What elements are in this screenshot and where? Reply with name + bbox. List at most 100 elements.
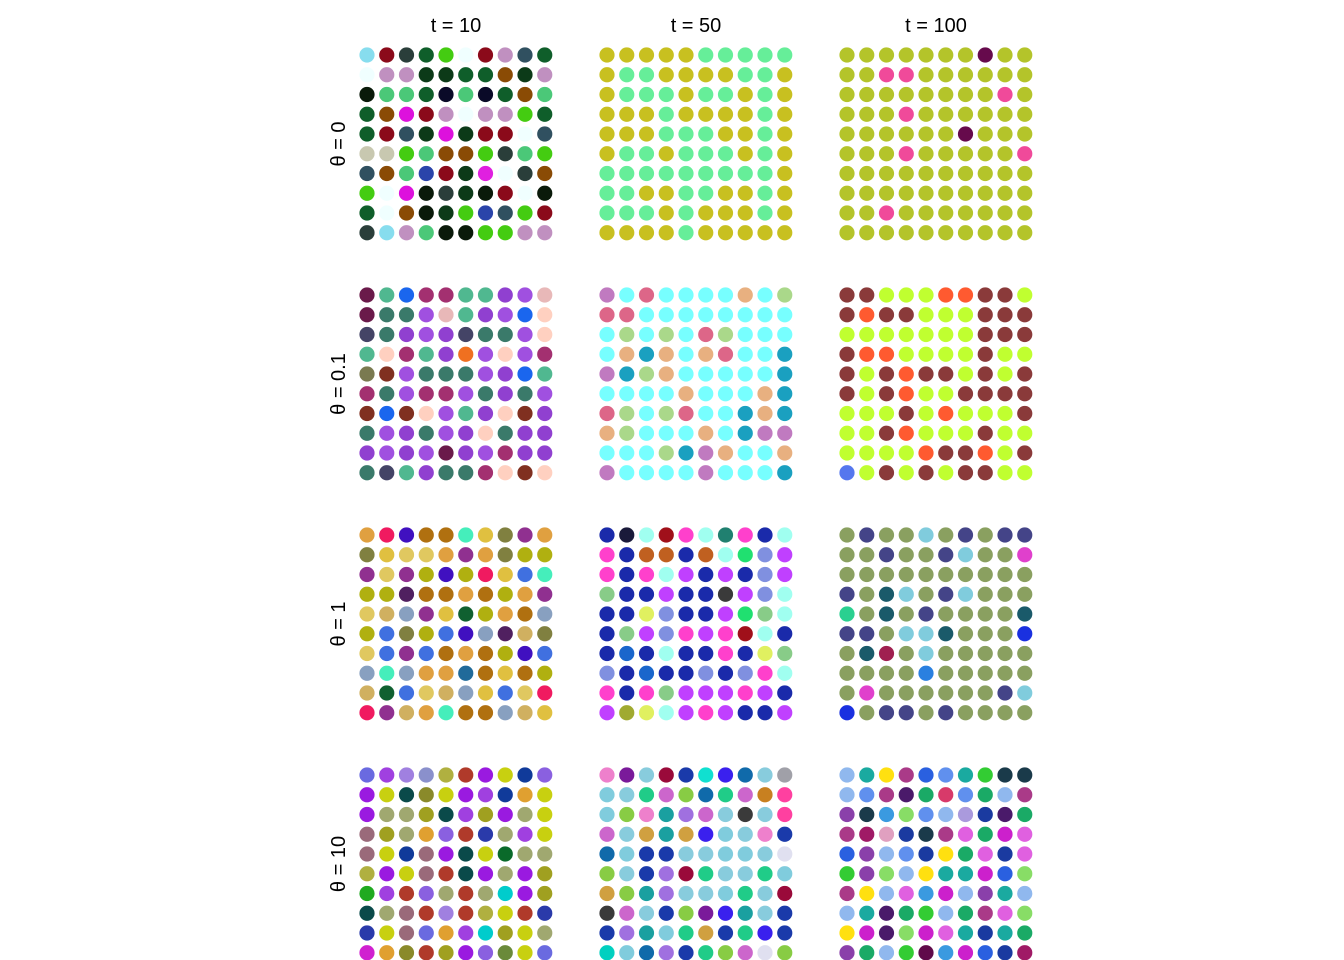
- dot: [717, 346, 734, 362]
- dot: [398, 165, 415, 182]
- dot: [398, 527, 415, 543]
- dot: [418, 606, 434, 622]
- dot: [438, 67, 454, 83]
- dot: [438, 826, 454, 842]
- dot: [517, 287, 533, 303]
- dot: [757, 366, 773, 382]
- dot: [878, 705, 895, 721]
- dot: [977, 846, 993, 862]
- dot: [737, 405, 753, 422]
- dot: [757, 346, 773, 362]
- dot: [737, 287, 753, 303]
- dot: [757, 386, 773, 402]
- dot: [619, 925, 635, 941]
- dot: [997, 767, 1013, 783]
- dot: [977, 47, 993, 63]
- dot: [918, 185, 934, 201]
- dot: [599, 586, 615, 602]
- dot: [379, 925, 395, 941]
- dot: [737, 386, 753, 402]
- dot: [698, 106, 714, 122]
- dot: [398, 945, 415, 960]
- dot: [599, 685, 615, 701]
- dot: [898, 685, 914, 701]
- dot: [757, 425, 773, 441]
- dot: [859, 826, 875, 842]
- dot: [619, 165, 635, 182]
- dot: [898, 106, 914, 122]
- dot: [997, 326, 1013, 343]
- dot: [497, 806, 513, 823]
- dot: [878, 67, 895, 83]
- dot: [537, 945, 553, 960]
- dot: [638, 806, 655, 823]
- dot: [839, 225, 855, 241]
- dot: [418, 586, 434, 602]
- dot: [438, 165, 454, 182]
- dot: [477, 885, 494, 902]
- dot: [698, 205, 714, 221]
- dot: [638, 866, 655, 882]
- dot: [698, 405, 714, 422]
- dot: [898, 146, 914, 162]
- dot: [918, 165, 934, 182]
- dot: [379, 665, 395, 681]
- dot: [537, 165, 553, 182]
- dot: [599, 547, 615, 563]
- dot: [878, 767, 895, 783]
- dot: [619, 205, 635, 221]
- dot: [1017, 287, 1033, 303]
- dot: [938, 846, 954, 862]
- dot: [737, 806, 753, 823]
- dot: [359, 705, 375, 721]
- dot: [997, 787, 1013, 803]
- dot: [477, 645, 494, 662]
- dot: [678, 925, 694, 941]
- dot: [878, 645, 895, 662]
- dot: [497, 185, 513, 201]
- dot: [839, 126, 855, 142]
- dot: [678, 225, 694, 241]
- dot: [537, 205, 553, 221]
- dot: [698, 86, 714, 103]
- dot: [517, 465, 533, 481]
- dot: [599, 225, 615, 241]
- dot: [957, 885, 974, 902]
- dot: [678, 885, 694, 902]
- dot: [898, 846, 914, 862]
- dot: [418, 106, 434, 122]
- dot: [997, 47, 1013, 63]
- dot: [537, 287, 553, 303]
- dot: [477, 225, 494, 241]
- dot: [997, 905, 1013, 921]
- dot: [777, 606, 793, 622]
- dot: [859, 346, 875, 362]
- dot: [698, 885, 714, 902]
- dot: [438, 346, 454, 362]
- dot: [599, 346, 615, 362]
- dot: [878, 346, 895, 362]
- dot: [878, 527, 895, 543]
- dot: [859, 205, 875, 221]
- dot: [997, 606, 1013, 622]
- dot: [977, 866, 993, 882]
- dot: [658, 645, 674, 662]
- dot: [1017, 47, 1033, 63]
- dot: [678, 445, 694, 461]
- dot: [957, 386, 974, 402]
- dot: [898, 165, 914, 182]
- dot: [418, 705, 434, 721]
- dot: [359, 866, 375, 882]
- dot: [757, 606, 773, 622]
- dot: [898, 787, 914, 803]
- dot: [497, 205, 513, 221]
- dot: [777, 346, 793, 362]
- dot: [438, 925, 454, 941]
- dot: [418, 885, 434, 902]
- dot: [678, 465, 694, 481]
- dot: [438, 606, 454, 622]
- dot: [997, 685, 1013, 701]
- dot: [957, 626, 974, 642]
- dot: [438, 846, 454, 862]
- dot: [698, 866, 714, 882]
